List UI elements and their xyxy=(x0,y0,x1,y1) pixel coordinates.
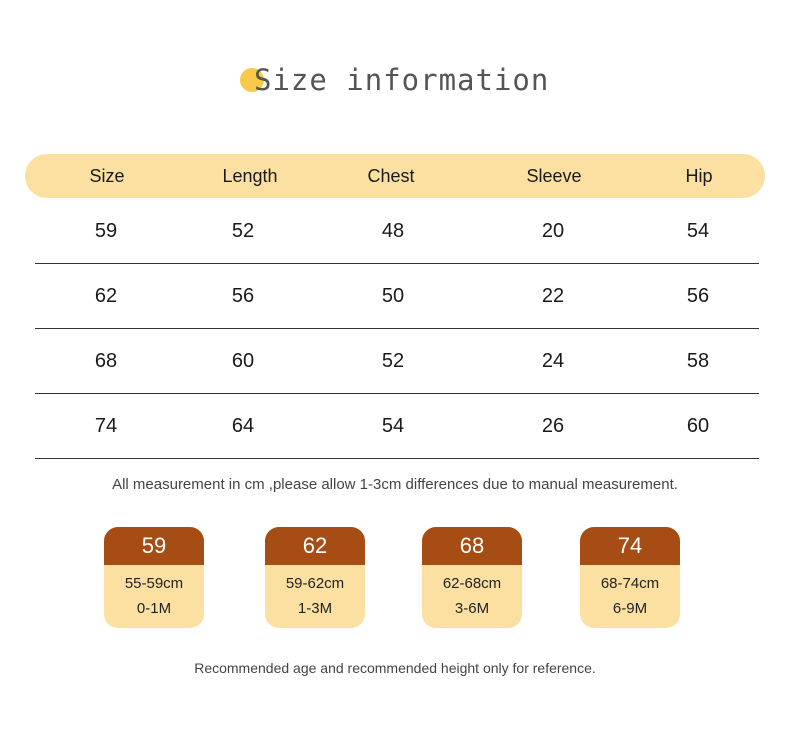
measurement-note: All measurement in cm ,please allow 1-3c… xyxy=(112,476,678,493)
size-card-height: 62-68cm xyxy=(442,575,502,592)
title-dot-icon xyxy=(240,68,264,92)
cell-chest: 52 xyxy=(381,350,405,372)
cell-size: 59 xyxy=(94,220,118,242)
column-header-size: Size xyxy=(89,166,125,186)
column-header-length: Length xyxy=(222,166,278,186)
table-row: 59 52 48 20 54 xyxy=(35,199,759,264)
size-card-size: 74 xyxy=(580,527,680,565)
cell-sleeve: 20 xyxy=(541,220,565,242)
cell-chest: 50 xyxy=(381,285,405,307)
size-card-size: 62 xyxy=(265,527,365,565)
table-row: 62 56 50 22 56 xyxy=(35,264,759,329)
size-card-age: 3-6M xyxy=(454,600,490,617)
cell-chest: 48 xyxy=(381,220,405,242)
size-card: 59 55-59cm 0-1M xyxy=(104,527,204,628)
size-card: 62 59-62cm 1-3M xyxy=(265,527,365,628)
size-info-title: Size information xyxy=(238,60,548,100)
size-card-height: 55-59cm xyxy=(124,575,184,592)
cell-length: 52 xyxy=(231,220,255,242)
size-card-age: 1-3M xyxy=(297,600,333,617)
cell-length: 56 xyxy=(231,285,255,307)
cell-sleeve: 26 xyxy=(541,415,565,437)
cell-chest: 54 xyxy=(381,415,405,437)
table-row: 68 60 52 24 58 xyxy=(35,329,759,394)
cell-hip: 54 xyxy=(686,220,710,242)
cell-length: 64 xyxy=(231,415,255,437)
size-card-age: 6-9M xyxy=(612,600,648,617)
cell-length: 60 xyxy=(231,350,255,372)
table-row: 74 64 54 26 60 xyxy=(35,394,759,459)
size-card-size: 59 xyxy=(104,527,204,565)
column-header-sleeve: Sleeve xyxy=(526,166,582,186)
size-card: 74 68-74cm 6-9M xyxy=(580,527,680,628)
cell-hip: 60 xyxy=(686,415,710,437)
cell-hip: 56 xyxy=(686,285,710,307)
table-header: Size Length Chest Sleeve Hip xyxy=(25,154,765,198)
size-card-age: 0-1M xyxy=(136,600,172,617)
cell-sleeve: 22 xyxy=(541,285,565,307)
column-header-chest: Chest xyxy=(367,166,415,186)
cell-sleeve: 24 xyxy=(541,350,565,372)
cell-size: 62 xyxy=(94,285,118,307)
page-title: Size information xyxy=(254,63,550,97)
cell-size: 74 xyxy=(94,415,118,437)
cell-hip: 58 xyxy=(686,350,710,372)
reference-note: Recommended age and recommended height o… xyxy=(194,660,596,676)
size-card-size: 68 xyxy=(422,527,522,565)
cell-size: 68 xyxy=(94,350,118,372)
size-card-height: 68-74cm xyxy=(600,575,660,592)
size-card-height: 59-62cm xyxy=(285,575,345,592)
column-header-hip: Hip xyxy=(685,166,713,186)
size-card: 68 62-68cm 3-6M xyxy=(422,527,522,628)
